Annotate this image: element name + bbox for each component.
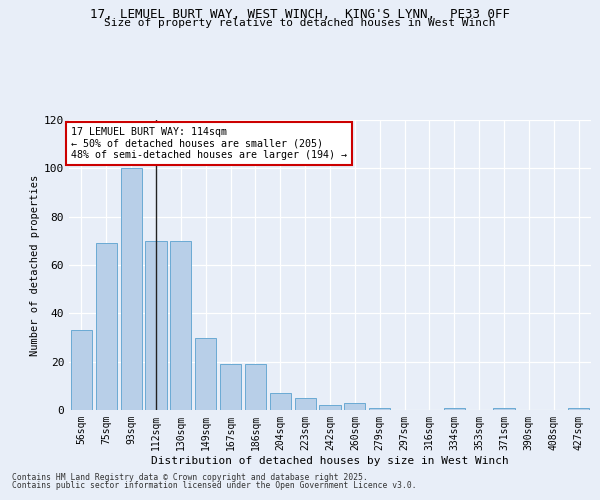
Bar [96,244,117,410]
Bar [145,241,167,410]
Bar [121,168,142,410]
Bar [170,241,191,410]
Bar [319,405,341,410]
Text: 17, LEMUEL BURT WAY, WEST WINCH,  KING'S LYNN,  PE33 0FF: 17, LEMUEL BURT WAY, WEST WINCH, KING'S … [90,8,510,20]
Bar [295,398,316,410]
Y-axis label: Number of detached properties: Number of detached properties [30,174,40,356]
Bar [245,364,266,410]
Bar [195,338,216,410]
Text: Size of property relative to detached houses in West Winch: Size of property relative to detached ho… [104,18,496,28]
X-axis label: Distribution of detached houses by size in West Winch: Distribution of detached houses by size … [151,456,509,466]
Text: 17 LEMUEL BURT WAY: 114sqm
← 50% of detached houses are smaller (205)
48% of sem: 17 LEMUEL BURT WAY: 114sqm ← 50% of deta… [71,127,347,160]
Text: Contains public sector information licensed under the Open Government Licence v3: Contains public sector information licen… [12,481,416,490]
Text: Contains HM Land Registry data © Crown copyright and database right 2025.: Contains HM Land Registry data © Crown c… [12,472,368,482]
Bar [220,364,241,410]
Bar [369,408,390,410]
Bar [568,408,589,410]
Bar [444,408,465,410]
Bar [344,403,365,410]
Bar [71,330,92,410]
Bar [270,393,291,410]
Bar [493,408,515,410]
